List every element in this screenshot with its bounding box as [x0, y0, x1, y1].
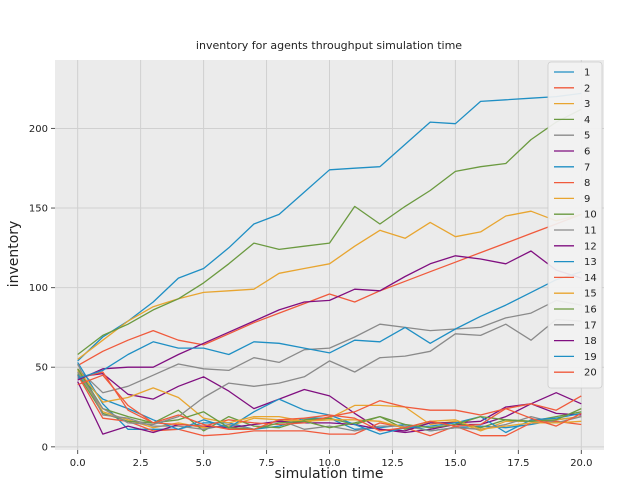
- series-line-2: [77, 213, 582, 367]
- legend-label-11: 11: [584, 226, 597, 237]
- legend-label-14: 14: [584, 273, 597, 284]
- legend-label-19: 19: [584, 352, 597, 363]
- x-tick-label: 7.5: [259, 458, 275, 469]
- series-line-10: [77, 373, 582, 432]
- legend-label-17: 17: [584, 320, 597, 331]
- legend-label-20: 20: [584, 368, 597, 379]
- series-line-3: [77, 210, 582, 360]
- grid-lines: [55, 60, 604, 450]
- x-tick-label: 15.0: [444, 458, 466, 469]
- y-axis-label: inventory: [6, 221, 22, 288]
- x-tick-label: 17.5: [507, 458, 529, 469]
- legend-label-7: 7: [584, 162, 590, 173]
- legend-label-16: 16: [584, 305, 597, 316]
- legend-label-6: 6: [584, 147, 590, 158]
- series-line-12: [77, 381, 582, 435]
- legend-label-12: 12: [584, 241, 597, 252]
- x-tick-label: 20.0: [570, 458, 592, 469]
- series-lines: [77, 92, 582, 437]
- y-tick-label: 150: [29, 204, 48, 215]
- y-tick-label: 50: [35, 363, 48, 374]
- x-tick-label: 0.0: [70, 458, 86, 469]
- series-line-19: [77, 271, 582, 380]
- legend-label-9: 9: [584, 194, 590, 205]
- series-line-4: [77, 108, 582, 356]
- chart-title: inventory for agents throughput simulati…: [196, 39, 462, 52]
- legend-label-18: 18: [584, 336, 597, 347]
- legend-label-15: 15: [584, 289, 597, 300]
- legend-label-10: 10: [584, 210, 597, 221]
- y-tick-label: 200: [29, 124, 48, 135]
- x-tick-label: 2.5: [133, 458, 149, 469]
- legend-label-4: 4: [584, 115, 590, 126]
- x-tick-label: 10.0: [318, 458, 340, 469]
- y-tick-label: 100: [29, 283, 48, 294]
- series-line-17: [77, 318, 582, 426]
- x-axis-ticks: 0.0 2.5 5.0 7.5 10.0 12.5 15.0 17.5 20.0: [70, 450, 592, 469]
- y-tick-label: 0: [42, 442, 48, 453]
- x-axis-label: simulation time: [274, 466, 383, 480]
- legend-label-2: 2: [584, 83, 590, 94]
- legend-box: [547, 61, 603, 389]
- y-axis-ticks: 0 50 100 150 200: [29, 124, 55, 453]
- legend-label-8: 8: [584, 178, 590, 189]
- legend-label-5: 5: [584, 131, 590, 142]
- legend-label-1: 1: [584, 68, 590, 79]
- series-line-1: [77, 92, 582, 362]
- series-line-5: [77, 299, 582, 394]
- series-line-11: [77, 363, 582, 432]
- legend-label-13: 13: [584, 257, 597, 268]
- legend-label-3: 3: [584, 99, 590, 110]
- series-line-14: [77, 371, 582, 427]
- series-line-20: [77, 374, 582, 432]
- x-tick-label: 12.5: [381, 458, 403, 469]
- x-tick-label: 5.0: [196, 458, 212, 469]
- series-line-15: [77, 368, 582, 430]
- series-line-18: [77, 250, 582, 381]
